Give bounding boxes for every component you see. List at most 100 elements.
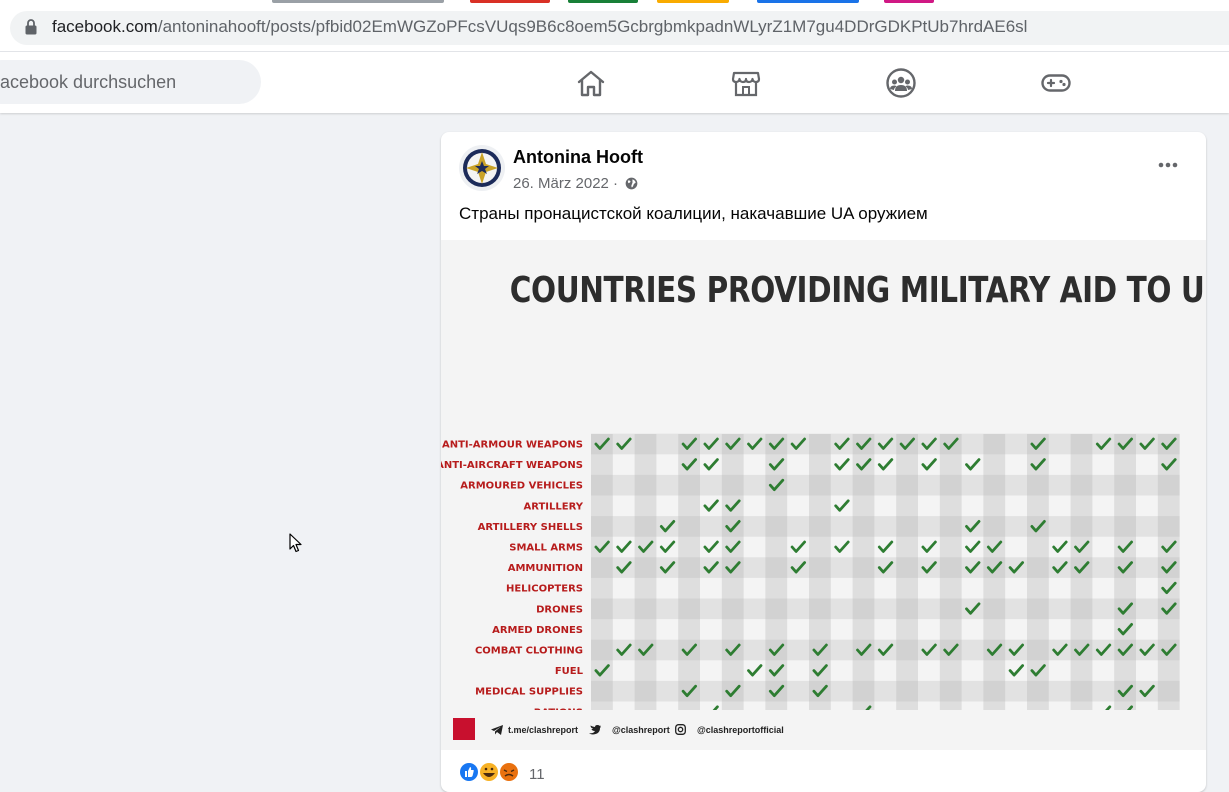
check-mark [725,520,741,533]
check-mark [856,437,872,450]
row-label: ARTILLERY SHELLS [478,522,583,533]
row-label: ARTILLERY [523,501,583,512]
check-mark [877,458,894,471]
address-bar[interactable] [10,11,1229,45]
check-mark [899,437,915,450]
globe-icon [625,177,638,190]
check-mark [1052,540,1068,553]
search-placeholder: acebook durchsuchen [0,72,177,92]
check-mark [1095,643,1112,656]
reaction-count[interactable]: 11 [529,766,545,783]
twitter-icon [589,725,601,735]
check-mark [725,437,741,450]
check-mark [812,664,828,677]
lock-icon[interactable] [24,18,38,36]
check-mark [747,664,763,677]
check-mark [856,643,872,656]
table-column-band [939,434,962,710]
check-mark [1126,705,1133,710]
check-mark [616,643,632,656]
groups-icon[interactable] [885,67,917,99]
check-mark [921,643,937,656]
check-mark [812,684,828,698]
check-mark [681,643,697,656]
check-mark [965,540,981,553]
check-mark [1161,561,1177,574]
check-mark [965,561,981,574]
facebook-header: acebook durchsuchen [0,52,1229,113]
row-label: ANTI-ARMOUR WEAPONS [442,440,583,451]
check-mark [877,643,894,656]
check-mark [1030,458,1046,471]
check-mark [943,643,959,656]
check-mark [986,643,1003,656]
check-mark [1030,520,1046,533]
check-mark [1030,664,1046,677]
search-input[interactable]: acebook durchsuchen [0,60,261,104]
check-mark [1117,540,1133,553]
check-mark [856,458,872,471]
check-mark [1008,664,1024,677]
check-mark [877,561,894,574]
check-mark [877,540,894,553]
check-mark [768,478,785,492]
home-icon[interactable] [575,67,607,99]
check-mark [681,437,697,450]
reactions-icons[interactable] [459,762,529,782]
infographic-image[interactable]: COUNTRIES PROVIDING MILITARY AID TO UKRA… [441,240,1206,750]
post-date[interactable]: 26. März 2022 · [513,175,619,192]
check-mark [865,705,872,710]
row-label: ANTI-AIRCRAFT WEAPONS [441,460,583,471]
post-meta: 26. März 2022 · [513,175,638,192]
check-mark [768,643,785,656]
check-mark [1074,540,1090,553]
check-mark [725,540,741,553]
check-mark [747,437,763,450]
address-url[interactable]: facebook.com/antoninahooft/posts/pfbid02… [52,17,1028,36]
check-mark [703,458,719,471]
check-mark [712,705,719,710]
check-mark [1139,437,1155,450]
check-mark [768,684,785,698]
check-mark [594,540,610,553]
row-label: RATIONS [534,707,583,710]
mouse-cursor-icon [289,533,302,553]
post-author[interactable]: Antonina Hooft [513,147,643,167]
clashreport-logo [453,718,475,740]
table-column-band [1157,434,1180,710]
table-column-band [765,434,788,710]
check-mark [1117,623,1133,636]
check-mark [921,437,937,450]
gaming-icon[interactable] [1040,67,1072,99]
check-mark [1161,643,1177,656]
row-label: DRONES [536,604,583,615]
check-mark [1161,581,1177,595]
row-label: SMALL ARMS [509,543,583,554]
marketplace-icon[interactable] [730,67,762,99]
check-mark [1095,437,1112,450]
check-mark [768,437,785,450]
footer-instagram: @clashreportofficial [697,725,784,735]
check-mark [1074,561,1090,574]
check-mark [790,561,806,574]
check-mark [725,499,741,512]
instagram-icon [675,724,686,735]
telegram-icon [491,725,503,735]
avatar[interactable] [459,145,505,191]
row-label: ARMED DRONES [492,625,583,636]
check-mark [616,437,632,450]
check-mark [1161,540,1177,553]
check-mark [1117,437,1133,450]
check-mark [659,540,676,553]
browser-tab-strip [0,0,1229,5]
check-mark [1052,561,1068,574]
check-mark [703,540,719,553]
more-options-icon[interactable] [1153,150,1183,180]
check-mark [1105,705,1112,710]
post-text: Страны пронацистской коалиции, накачавши… [459,204,928,223]
check-mark [725,561,741,574]
check-mark [921,540,937,553]
row-label: AMMUNITION [508,563,583,574]
check-mark [703,437,719,450]
check-mark [768,458,785,471]
